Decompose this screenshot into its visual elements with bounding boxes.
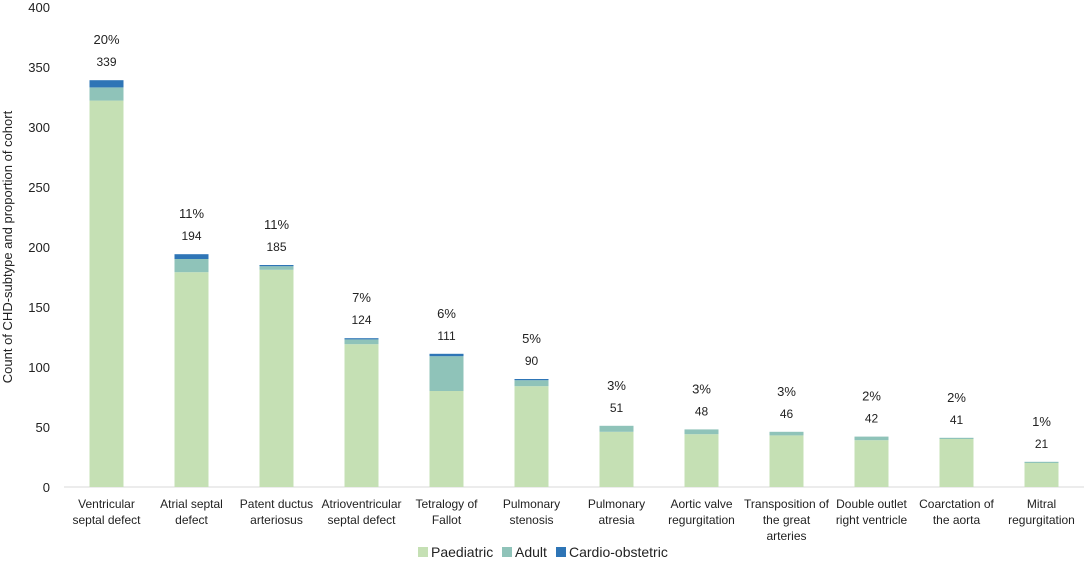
total-label: 46 [780, 407, 794, 421]
bar-paediatric [174, 272, 209, 487]
x-category-label: Aortic valve [670, 497, 732, 511]
x-category-label: Ventricular [78, 497, 135, 511]
x-category-label: defect [175, 513, 208, 527]
total-label: 339 [96, 55, 116, 69]
bar-adult [684, 429, 719, 435]
bar-paediatric [514, 386, 549, 487]
total-label: 48 [695, 404, 709, 418]
x-category-label: Fallot [432, 513, 462, 527]
bar-cardio-obstetric [89, 80, 124, 88]
bar-adult [1024, 461, 1059, 463]
bar-adult [939, 437, 974, 439]
percent-label: 11% [264, 217, 289, 232]
bar-adult [429, 356, 464, 391]
x-category-label: Mitral [1027, 497, 1056, 511]
y-tick-label: 200 [28, 240, 50, 255]
percent-label: 2% [947, 390, 966, 405]
y-tick-label: 0 [43, 480, 50, 495]
total-label: 111 [437, 329, 456, 343]
x-category-label: arteriosus [250, 513, 303, 527]
x-category-label: Transposition of [744, 497, 830, 511]
bar-adult [854, 436, 889, 441]
bar-paediatric [599, 431, 634, 487]
total-label: 21 [1035, 437, 1049, 451]
y-tick-label: 300 [28, 120, 50, 135]
total-label: 51 [610, 401, 624, 415]
percent-label: 7% [352, 290, 371, 305]
y-tick-label: 350 [28, 60, 50, 75]
bar-cardio-obstetric [174, 254, 209, 259]
x-category-label: the great [763, 513, 811, 527]
y-tick-label: 250 [28, 180, 50, 195]
bar-paediatric [89, 100, 124, 487]
x-category-label: atresia [598, 513, 634, 527]
x-category-label: septal defect [72, 513, 141, 527]
x-category-label: Pulmonary [588, 497, 645, 511]
bar-adult [344, 339, 379, 345]
bar-cardio-obstetric [429, 353, 464, 357]
percent-label: 20% [93, 32, 119, 47]
bar-adult [599, 425, 634, 432]
bar-paediatric [344, 344, 379, 487]
percent-label: 5% [522, 331, 541, 346]
total-label: 90 [525, 354, 539, 368]
percent-label: 3% [692, 381, 711, 396]
x-category-label: Atrioventricular [321, 497, 401, 511]
bar-adult [89, 87, 124, 101]
x-category-label: Double outlet [836, 497, 907, 511]
legend-label: Cardio-obstetric [569, 544, 668, 560]
legend-swatch-adult [502, 547, 512, 557]
x-category-label: the aorta [933, 513, 981, 527]
x-category-label: regurgitation [668, 513, 735, 527]
legend-swatch-paediatric [418, 547, 428, 557]
y-tick-label: 400 [28, 0, 50, 15]
y-tick-label: 150 [28, 300, 50, 315]
total-label: 124 [351, 313, 371, 327]
x-category-label: regurgitation [1008, 513, 1075, 527]
total-label: 185 [266, 240, 286, 254]
bar-adult [514, 380, 549, 387]
bar-paediatric [1024, 463, 1059, 487]
bar-paediatric [854, 440, 889, 487]
bar-paediatric [939, 439, 974, 487]
x-category-label: Pulmonary [503, 497, 560, 511]
bar-paediatric [259, 269, 294, 487]
bar-cardio-obstetric [259, 265, 294, 267]
bar-adult [259, 266, 294, 270]
x-category-label: arteries [766, 529, 806, 543]
y-axis-title: Count of CHD-subtype and proportion of c… [0, 110, 15, 383]
legend-swatch-cardio-obstetric [556, 547, 566, 557]
total-label: 41 [950, 413, 964, 427]
percent-label: 2% [862, 389, 881, 404]
x-category-label: stenosis [509, 513, 553, 527]
bar-adult [769, 431, 804, 436]
bar-paediatric [429, 391, 464, 487]
total-label: 42 [865, 412, 879, 426]
x-category-label: Tetralogy of [415, 497, 478, 511]
x-category-label: Coarctation of [919, 497, 994, 511]
legend-label: Paediatric [431, 544, 493, 560]
bar-cardio-obstetric [514, 379, 549, 381]
percent-label: 1% [1032, 414, 1051, 429]
percent-label: 11% [179, 206, 204, 221]
y-tick-label: 100 [28, 360, 50, 375]
percent-label: 6% [437, 306, 456, 321]
bar-cardio-obstetric [344, 338, 379, 340]
legend-label: Adult [515, 544, 547, 560]
x-category-label: septal defect [327, 513, 396, 527]
x-category-label: Patent ductus [240, 497, 313, 511]
total-label: 194 [181, 229, 201, 243]
bar-adult [174, 259, 209, 273]
percent-label: 3% [607, 378, 626, 393]
bar-paediatric [769, 435, 804, 487]
x-category-label: Atrial septal [160, 497, 223, 511]
bar-paediatric [684, 434, 719, 487]
x-category-label: right ventricle [836, 513, 908, 527]
percent-label: 3% [777, 384, 796, 399]
y-tick-label: 50 [36, 420, 50, 435]
